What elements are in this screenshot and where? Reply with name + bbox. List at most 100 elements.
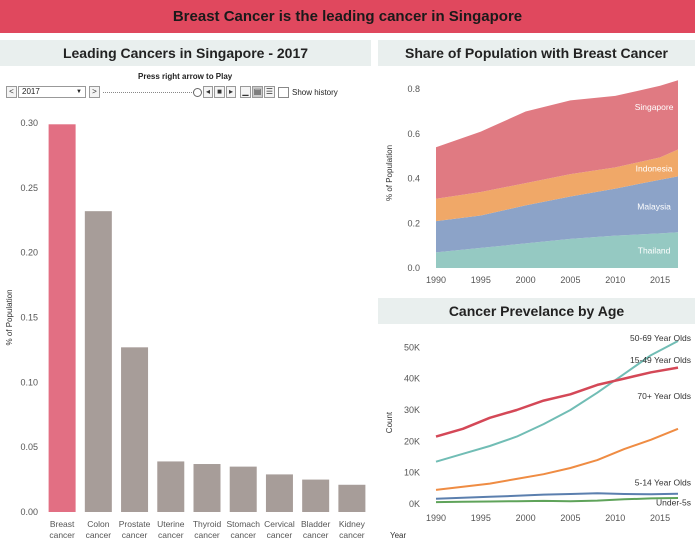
x-tick-label: Colon [87, 519, 109, 529]
show-history-checkbox[interactable] [278, 87, 289, 98]
x-tick-label: Stomach [226, 519, 260, 529]
x-tick-label: cancer [339, 530, 365, 540]
x-tick-label: cancer [230, 530, 256, 540]
x-tick-label: 2005 [560, 275, 580, 285]
y-tick-label: 0.05 [20, 442, 38, 452]
x-tick-label: 2000 [516, 275, 536, 285]
bar [302, 479, 330, 512]
year-select-value: 2017 [22, 87, 40, 96]
bar [84, 211, 112, 512]
dashboard-title: Breast Cancer is the leading cancer in S… [172, 8, 523, 25]
area-chart: 0.0 0.2 0.4 0.6 0.8 % of Population 1990 1995 20… [385, 80, 678, 285]
year-select[interactable]: 2017 ▼ [18, 86, 86, 98]
series-label: 50-69 Year Olds [630, 333, 691, 343]
bar [193, 464, 221, 512]
bar [121, 347, 149, 512]
x-tick-label: 2010 [605, 513, 625, 523]
series-label: 70+ Year Olds [637, 391, 691, 401]
bar [48, 124, 76, 513]
x-tick-label: 2010 [605, 275, 625, 285]
x-tick-label: cancer [122, 530, 148, 540]
x-tick-label: Kidney [339, 519, 366, 529]
series-label: Singapore [635, 102, 674, 112]
show-history-label: Show history [292, 88, 338, 97]
x-tick-label: 2005 [560, 513, 580, 523]
area-series [436, 80, 678, 199]
year-slider-knob[interactable] [193, 88, 202, 97]
y-tick-label: 20K [404, 436, 420, 446]
y-tick-label: 0.25 [20, 183, 38, 193]
x-tick-label: Uterine [157, 519, 185, 529]
x-tick-label: Bladder [301, 519, 330, 529]
bar-chart: 0.00 0.05 0.10 0.15 0.20 0.25 0.30 % of Populat… [5, 118, 366, 540]
series-label: 15-49 Year Olds [630, 355, 691, 365]
x-tick-label: cancer [194, 530, 220, 540]
x-tick-label: Cervical [264, 519, 295, 529]
area-series [436, 149, 678, 222]
y-axis-label: % of Population [5, 289, 14, 345]
x-tick-label: cancer [86, 530, 112, 540]
chevron-down-icon: ▼ [76, 89, 82, 95]
speed-slow-icon[interactable]: ▁ [240, 86, 251, 98]
line-series [435, 492, 679, 500]
x-tick-label: cancer [158, 530, 184, 540]
x-tick-label: 1995 [471, 513, 491, 523]
step-forward-icon[interactable]: ▸ [226, 86, 236, 98]
x-tick-label: 1990 [426, 513, 446, 523]
y-tick-label: 0.15 [20, 313, 38, 323]
line-chart: 0K 10K 20K 30K 40K 50K Count 1990 1995 2000 2005 20… [385, 333, 691, 540]
step-back-icon[interactable]: ◂ [203, 86, 213, 98]
x-tick-label: 1995 [471, 275, 491, 285]
series-label: 5-14 Year Olds [635, 477, 691, 487]
x-tick-label: cancer [267, 530, 293, 540]
y-tick-label: 0.6 [407, 129, 420, 139]
y-tick-label: 30K [404, 405, 420, 415]
y-axis-label: % of Population [385, 145, 394, 201]
bar [265, 474, 293, 512]
bar [229, 466, 257, 512]
y-tick-label: 0K [409, 499, 420, 509]
speed-medium-icon[interactable]: ▤ [252, 86, 263, 98]
y-tick-label: 0.0 [407, 263, 420, 273]
series-label: Indonesia [636, 164, 673, 174]
year-slider-track[interactable] [103, 92, 196, 94]
line-series [435, 340, 679, 463]
y-tick-label: 10K [404, 468, 420, 478]
next-year-button[interactable]: > [89, 86, 100, 98]
series-label: Thailand [638, 246, 671, 256]
area-series [436, 176, 678, 253]
line-series [435, 366, 679, 438]
play-instruction: Press right arrow to Play [138, 72, 233, 81]
y-tick-label: 0.10 [20, 377, 38, 387]
stop-icon[interactable]: ■ [214, 86, 225, 98]
x-tick-label: 1990 [426, 275, 446, 285]
area-series [436, 232, 678, 268]
dashboard-banner: Breast Cancer is the leading cancer in S… [0, 0, 695, 33]
line-chart-title: Cancer Prevelance by Age [378, 298, 695, 324]
x-tick-label: Thyroid [193, 519, 222, 529]
y-tick-label: 0.00 [20, 507, 38, 517]
y-tick-label: 0.20 [20, 248, 38, 258]
series-label: Malaysia [637, 202, 671, 212]
speed-fast-icon[interactable]: ☰ [264, 86, 275, 98]
x-tick-label: 2000 [516, 513, 536, 523]
x-tick-label: Prostate [119, 519, 151, 529]
bar [338, 484, 366, 512]
x-tick-label: 2015 [650, 275, 670, 285]
bar-chart-title: Leading Cancers in Singapore - 2017 [0, 40, 371, 66]
line-series [435, 497, 679, 504]
year-player-controls: Press right arrow to Play < 2017 ▼ > ◂ ■ … [0, 71, 376, 107]
y-axis-label: Count [385, 411, 394, 433]
y-tick-label: 0.30 [20, 118, 38, 128]
y-tick-label: 50K [404, 342, 420, 352]
series-label: Under-5s [656, 498, 691, 508]
y-tick-label: 0.2 [407, 218, 420, 228]
y-tick-label: 0.8 [407, 84, 420, 94]
x-tick-label: cancer [303, 530, 329, 540]
y-tick-label: 0.4 [407, 174, 420, 184]
y-tick-label: 40K [404, 374, 420, 384]
line-series [435, 427, 679, 491]
prev-year-button[interactable]: < [6, 86, 17, 98]
x-tick-label: cancer [49, 530, 75, 540]
x-tick-label: Breast [50, 519, 75, 529]
